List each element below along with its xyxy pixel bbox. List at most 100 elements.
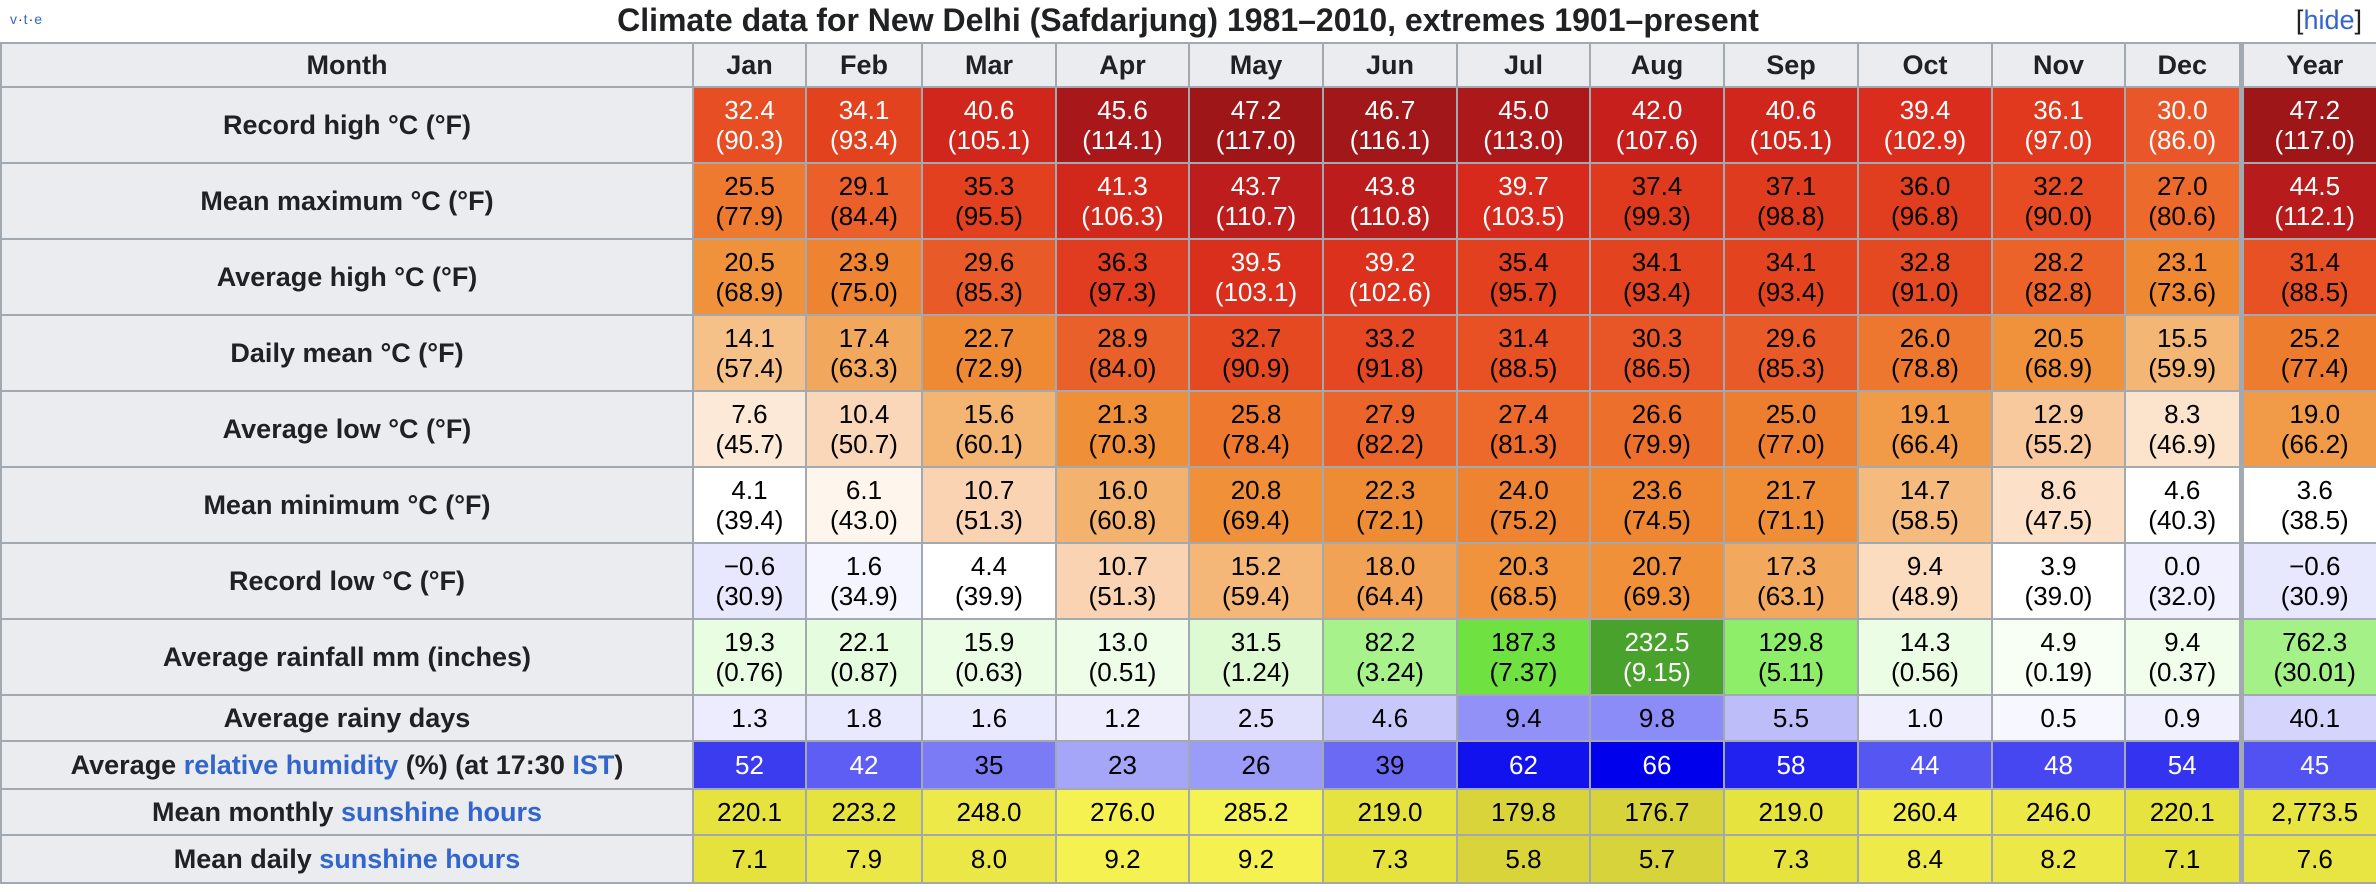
value-metric: 21.3 (1097, 399, 1148, 429)
value-cell: 23.1 (73.6) (2124, 238, 2242, 316)
value-imperial: (1.24) (1222, 657, 1290, 687)
value-imperial: (39.4) (715, 505, 784, 535)
value-metric: 36.1 (2033, 95, 2084, 125)
value-metric: 232.5 (1624, 627, 1690, 657)
value-cell: 62 (1456, 740, 1591, 790)
value-metric: 248.0 (956, 797, 1022, 827)
value-imperial: (0.19) (2024, 657, 2093, 687)
climate-row: Average relative humidity (%) (at 17:30 … (0, 740, 2376, 790)
value-cell: 223.2 (805, 788, 923, 836)
value-metric: 27.9 (1364, 399, 1416, 429)
value-metric: 32.7 (1230, 323, 1282, 353)
value-metric: 23.1 (2156, 247, 2208, 277)
value-metric: 2,773.5 (2271, 797, 2359, 827)
value-cell: 9.4 (48.9) (1857, 542, 1993, 620)
value-metric: 34.1 (1765, 247, 1817, 277)
value-metric: 17.3 (1765, 551, 1817, 581)
value-imperial: (116.1) (1349, 125, 1431, 155)
value-cell: 7.3 (1723, 834, 1859, 884)
value-cell: 285.2 (1188, 788, 1324, 836)
wiki-link[interactable]: relative humidity (183, 749, 399, 780)
value-imperial: (0.56) (1891, 657, 1959, 687)
value-imperial: (39.0) (2024, 581, 2093, 611)
value-metric: 14.3 (1899, 627, 1951, 657)
year-cell: 40.1 (2238, 694, 2376, 742)
value-metric: 36.0 (1899, 171, 1951, 201)
value-metric: 28.9 (1097, 323, 1148, 353)
value-metric: 47.2 (2289, 95, 2341, 125)
value-cell: 30.0 (86.0) (2124, 86, 2242, 164)
value-cell: 4.6 (40.3) (2124, 466, 2242, 544)
month-col-header: Nov (1991, 42, 2126, 88)
value-metric: 16.0 (1097, 475, 1148, 505)
value-imperial: (64.4) (1356, 581, 1424, 611)
value-metric: 8.2 (2040, 844, 2077, 874)
value-metric: 12.9 (2033, 399, 2084, 429)
value-cell: 29.1 (84.4) (805, 162, 923, 240)
value-imperial: (110.8) (1349, 201, 1431, 231)
value-imperial: (63.1) (1757, 581, 1825, 611)
value-metric: 31.5 (1230, 627, 1282, 657)
value-imperial: (102.9) (1883, 125, 1967, 155)
value-metric: 223.2 (831, 797, 897, 827)
value-cell: 248.0 (921, 788, 1057, 836)
climate-row: Record high °C (°F) 32.4 (90.3) 34.1 (93.4) 4… (0, 86, 2376, 164)
value-metric: 20.5 (2033, 323, 2084, 353)
value-metric: 45 (2300, 750, 2330, 780)
value-metric: 41.3 (1097, 171, 1148, 201)
value-cell: 9.8 (1589, 694, 1725, 742)
value-metric: 33.2 (1364, 323, 1416, 353)
value-cell: 19.3 (0.76) (692, 618, 807, 696)
view-template-link[interactable]: v (10, 11, 18, 27)
value-imperial: (72.9) (955, 353, 1023, 383)
row-label: Average relative humidity (%) (at 17:30 … (0, 740, 694, 790)
year-cell: 2,773.5 (2238, 788, 2376, 836)
value-cell: 24.0 (75.2) (1456, 466, 1591, 544)
value-cell: 26.6 (79.9) (1589, 390, 1725, 468)
value-metric: 219.0 (1758, 797, 1824, 827)
value-cell: 22.1 (0.87) (805, 618, 923, 696)
edit-template-link[interactable]: e (34, 11, 44, 27)
climate-row: Average rainy days 1.3 1.8 1.6 1.2 2.5 4.6 9.4 9… (0, 694, 2376, 742)
value-imperial: (99.3) (1623, 201, 1691, 231)
row-label-text: Average (70, 749, 184, 780)
value-cell: 20.7 (69.3) (1589, 542, 1725, 620)
value-cell: 27.0 (80.6) (2124, 162, 2242, 240)
wiki-link[interactable]: IST (572, 749, 615, 780)
year-cell: 25.2 (77.4) (2238, 314, 2376, 392)
value-metric: 45.0 (1498, 95, 1549, 125)
year-cell: 44.5 (112.1) (2238, 162, 2376, 240)
wiki-link[interactable]: sunshine hours (319, 843, 521, 874)
hide-bracket-close: ] (2354, 5, 2362, 35)
value-cell: 66 (1589, 740, 1725, 790)
value-metric: 9.4 (2164, 627, 2201, 657)
value-metric: 4.1 (731, 475, 768, 505)
value-imperial: (45.7) (715, 429, 784, 459)
row-label: Mean monthly sunshine hours (0, 788, 694, 836)
talk-template-link[interactable]: t (23, 11, 29, 27)
value-imperial: (75.2) (1489, 505, 1558, 535)
wiki-link[interactable]: sunshine hours (340, 796, 543, 827)
value-metric: 35 (974, 750, 1004, 780)
value-metric: 9.4 (1906, 551, 1944, 581)
value-cell: 17.4 (63.3) (805, 314, 923, 392)
value-cell: 179.8 (1456, 788, 1591, 836)
value-imperial: (91.8) (1356, 353, 1424, 383)
value-imperial: (51.3) (955, 505, 1023, 535)
climate-table-body: Record high °C (°F) 32.4 (90.3) 34.1 (93.4) 4… (0, 86, 2376, 884)
value-metric: 22.7 (963, 323, 1015, 353)
value-cell: 31.4 (88.5) (1456, 314, 1591, 392)
value-imperial: (9.15) (1623, 657, 1691, 687)
value-cell: 23.9 (75.0) (805, 238, 923, 316)
value-metric: 82.2 (1364, 627, 1416, 657)
value-metric: 45.6 (1097, 95, 1148, 125)
value-cell: 4.1 (39.4) (692, 466, 807, 544)
hide-link[interactable]: hide (2303, 5, 2355, 35)
value-metric: 24.0 (1498, 475, 1549, 505)
value-cell: 20.5 (68.9) (1991, 314, 2126, 392)
month-col-header: Jul (1456, 42, 1591, 88)
value-imperial: (73.6) (2148, 277, 2217, 307)
value-metric: 31.4 (1498, 323, 1549, 353)
value-metric: 1.2 (1104, 703, 1141, 733)
value-cell: 4.9 (0.19) (1991, 618, 2126, 696)
